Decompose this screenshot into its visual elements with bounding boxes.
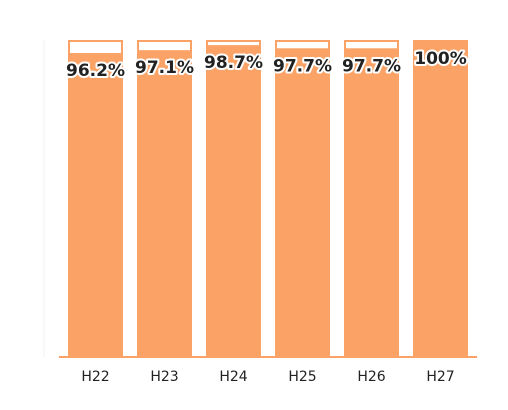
x-tick-label: H23: [150, 369, 178, 385]
x-tick-label: H27: [426, 369, 454, 385]
value-label: 98.7%: [204, 53, 263, 73]
bar: [275, 48, 330, 357]
x-tick-label: H22: [81, 369, 109, 385]
x-tick-label: H26: [357, 369, 385, 385]
bar: [68, 53, 123, 358]
value-label: 97.7%: [342, 56, 401, 76]
x-tick-label: H24: [219, 369, 247, 385]
value-label: 96.2%: [66, 61, 125, 81]
bar: [413, 41, 468, 357]
bar: [344, 48, 399, 357]
value-label: 97.7%: [273, 56, 332, 76]
bar: [206, 45, 261, 357]
value-label: 100%: [414, 49, 467, 69]
bar: [137, 50, 192, 357]
value-label: 97.1%: [135, 58, 194, 78]
x-tick-label: H25: [288, 369, 316, 385]
